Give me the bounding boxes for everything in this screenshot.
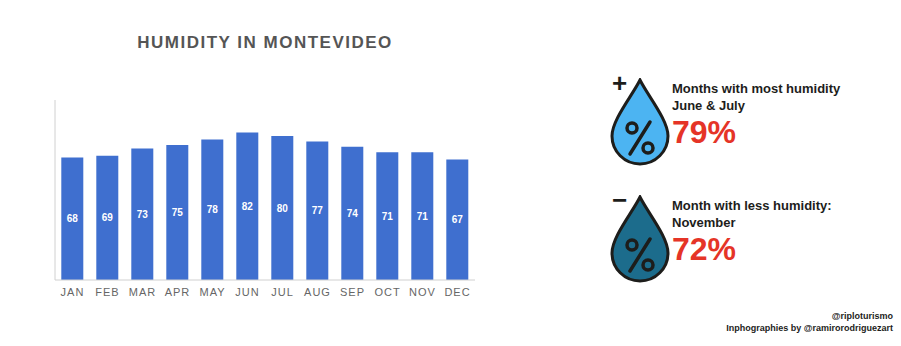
svg-text:73: 73 — [137, 209, 149, 220]
svg-text:JUL: JUL — [271, 286, 294, 298]
svg-text:80: 80 — [277, 203, 289, 214]
html-text:November: November — [672, 215, 736, 230]
svg-text:74: 74 — [347, 208, 359, 219]
svg-text:77: 77 — [312, 205, 324, 216]
svg-text:APR: APR — [165, 286, 191, 298]
svg-text:MAY: MAY — [199, 286, 225, 298]
html-text:June & July: June & July — [672, 98, 745, 113]
svg-text:NOV: NOV — [409, 286, 436, 298]
html-text:Month with less humidity:: Month with less humidity: — [672, 198, 832, 213]
svg-text:68: 68 — [67, 213, 79, 224]
svg-text:AUG: AUG — [304, 286, 331, 298]
svg-text:JUN: JUN — [235, 286, 259, 298]
html-text:79%: 79% — [672, 114, 736, 150]
svg-text:78: 78 — [207, 204, 219, 215]
svg-text:SEP: SEP — [340, 286, 365, 298]
html-text:72%: 72% — [672, 231, 736, 267]
svg-text:FEB: FEB — [95, 286, 119, 298]
html-text:@riploturismo: @riploturismo — [831, 311, 893, 321]
svg-text:82: 82 — [242, 201, 254, 212]
svg-text:75: 75 — [172, 207, 184, 218]
svg-text:JAN: JAN — [61, 286, 85, 298]
html-text:HUMIDITY IN MONTEVIDEO: HUMIDITY IN MONTEVIDEO — [137, 33, 393, 52]
svg-text:MAR: MAR — [129, 286, 156, 298]
svg-text:71: 71 — [382, 211, 394, 222]
svg-text:69: 69 — [102, 212, 114, 223]
html-text:Inphographies by @ramirorodrig: Inphographies by @ramirorodriguezart — [726, 323, 893, 333]
svg-text:DEC: DEC — [444, 286, 470, 298]
svg-text:67: 67 — [452, 214, 464, 225]
svg-text:71: 71 — [417, 211, 429, 222]
svg-text:OCT: OCT — [374, 286, 400, 298]
html-text:Months with most humidity: Months with most humidity — [672, 81, 841, 96]
